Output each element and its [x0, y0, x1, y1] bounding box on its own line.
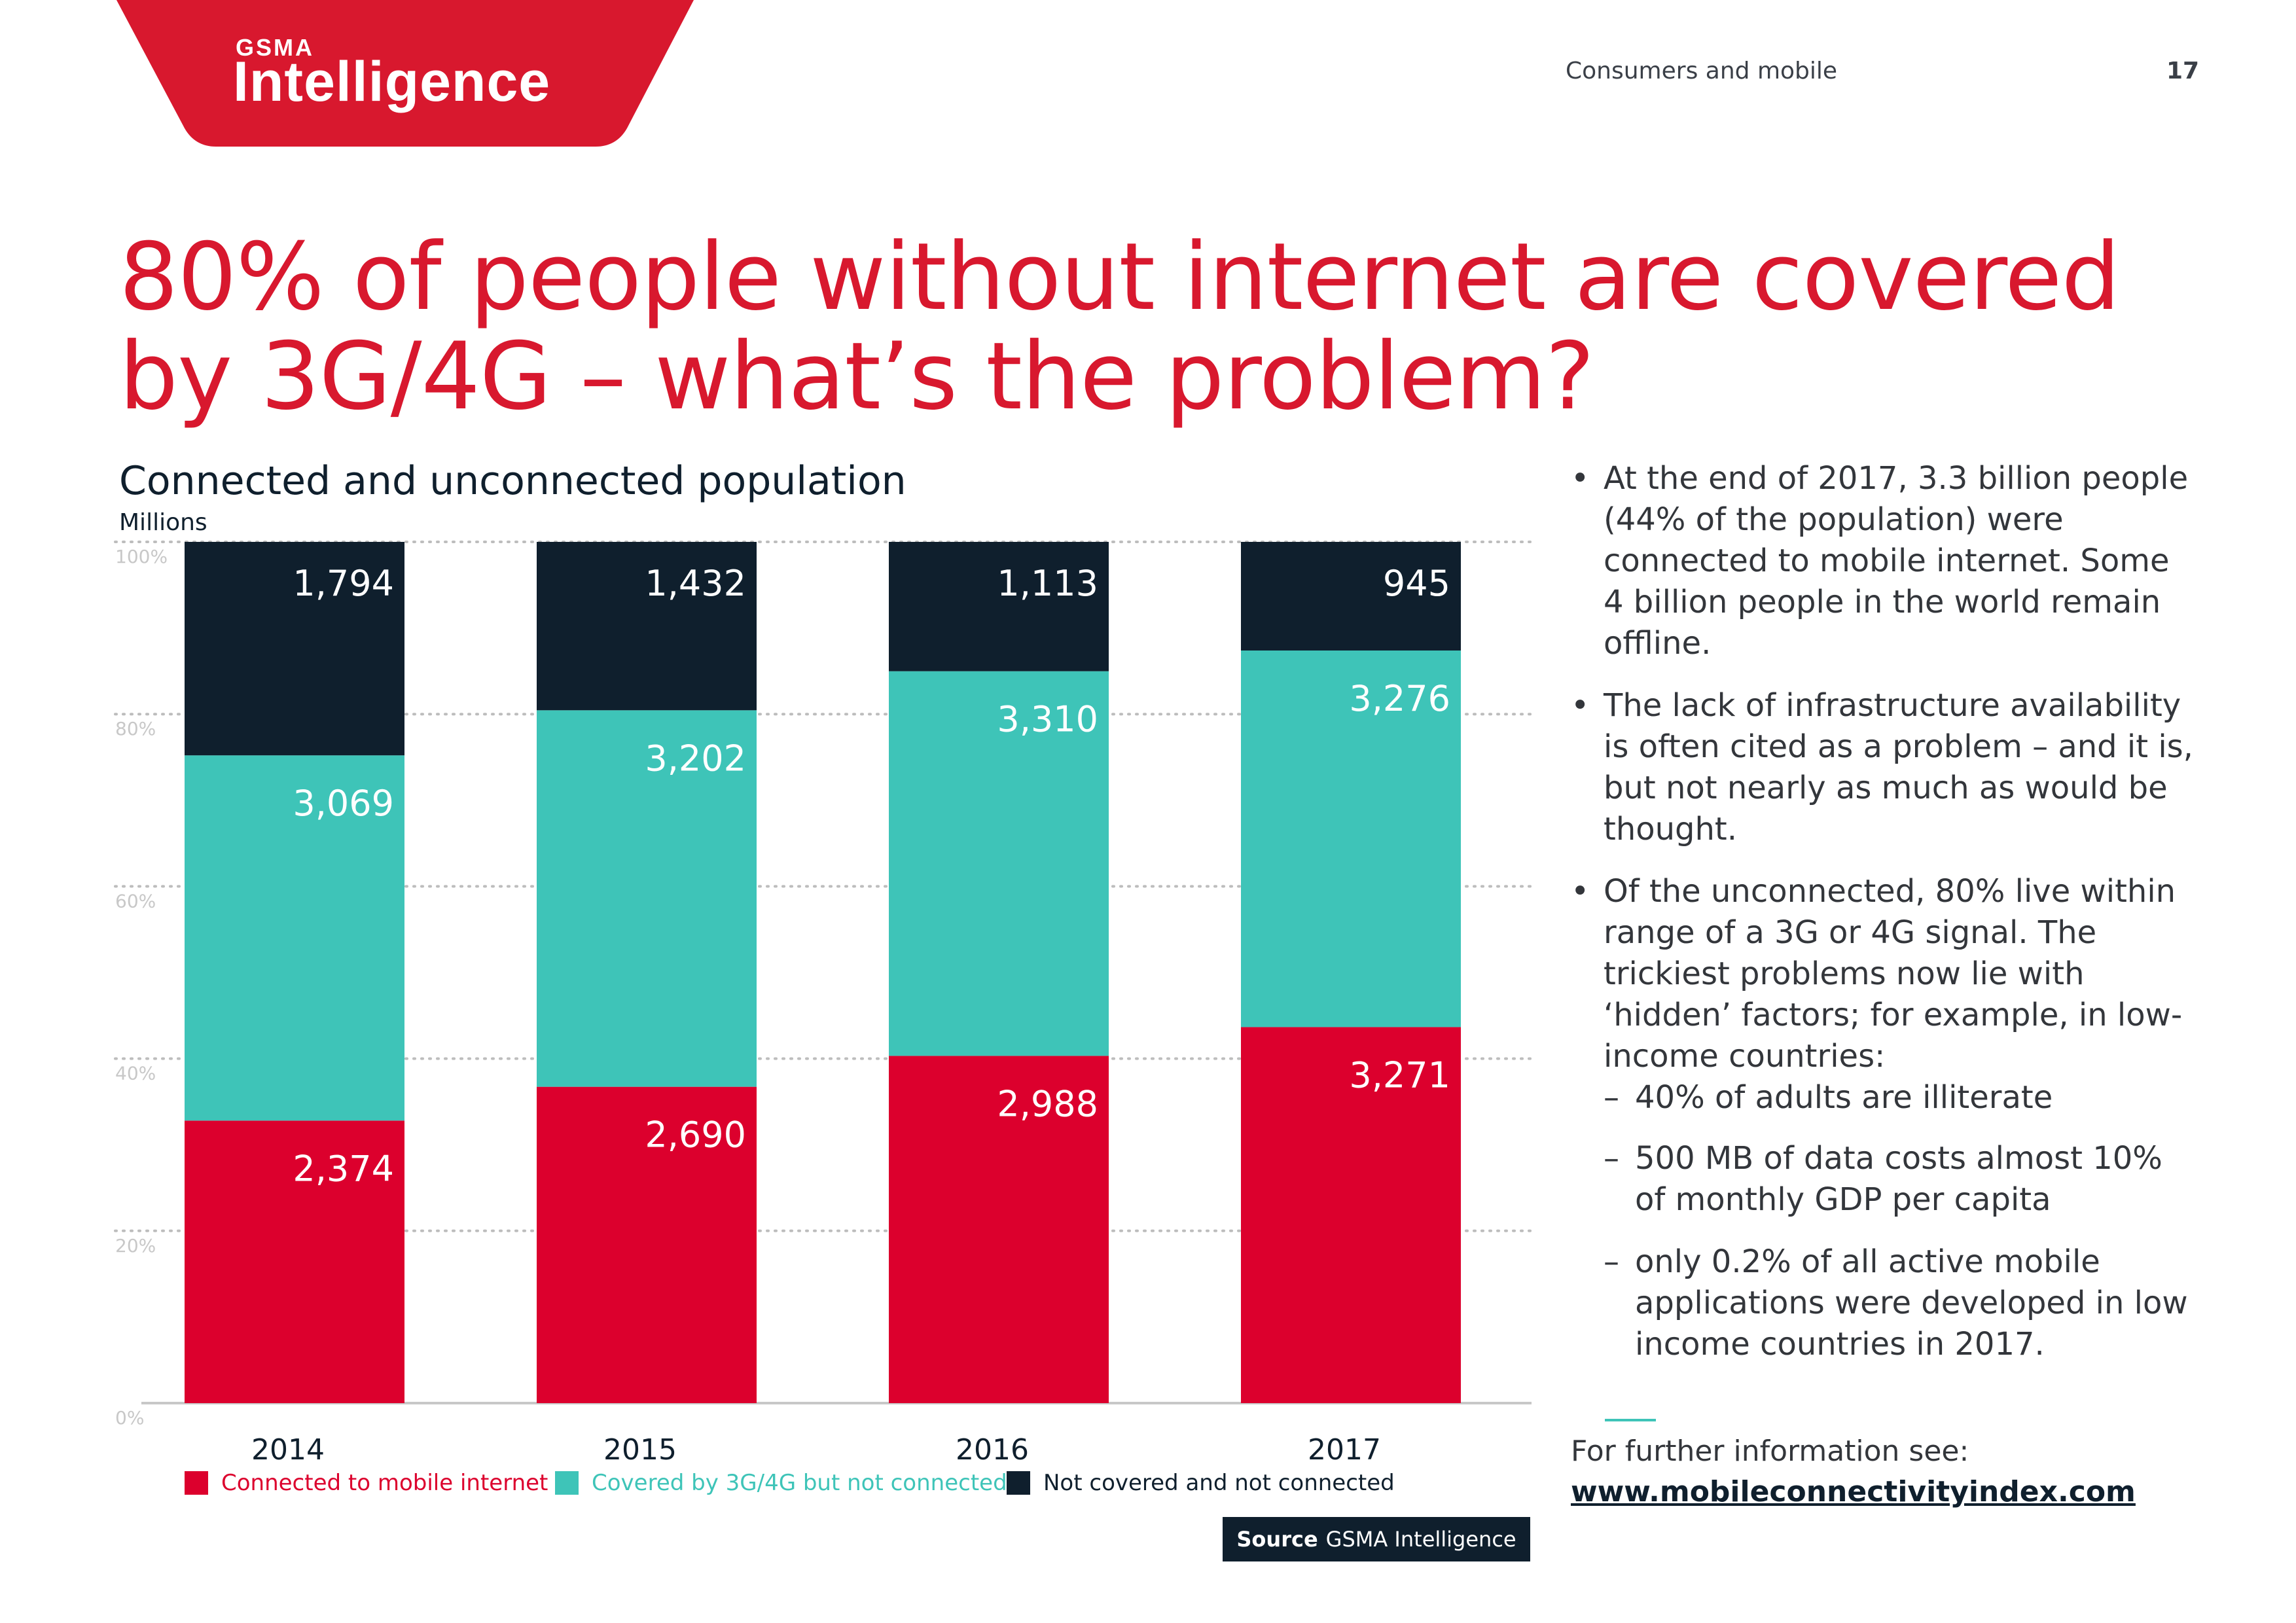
logo-background	[117, 0, 694, 147]
intelligence-logo-text: Intelligence	[233, 50, 551, 113]
bar-segment-connected	[185, 1120, 404, 1403]
y-tick-label: 60%	[115, 890, 156, 912]
bar-segment-not-covered	[537, 542, 757, 711]
data-label: 1,113	[997, 563, 1098, 604]
bar-segment-not-covered	[889, 542, 1109, 671]
bar-segment-covered	[1241, 650, 1461, 1027]
sub-bullet-text: 40% of adults are illiterate	[1635, 1079, 2053, 1116]
data-label: 2,988	[997, 1083, 1098, 1124]
x-tick-label: 2015	[603, 1433, 677, 1467]
legend-item-connected: Connected to mobile internet	[185, 1470, 548, 1496]
legend-swatch-connected	[185, 1471, 208, 1495]
legend-label-covered: Covered by 3G/4G but not connected	[592, 1470, 1007, 1496]
source-label: Source	[1236, 1527, 1318, 1552]
bar-segment-not-covered	[185, 542, 404, 756]
data-label: 3,271	[1349, 1054, 1450, 1096]
bullet-item: At the end of 2017, 3.3 billion people (…	[1571, 458, 2199, 664]
more-info-text: For further information see:	[1571, 1435, 1969, 1468]
bar-segment-not-covered	[1241, 542, 1461, 651]
bar-segment-connected	[537, 1086, 757, 1403]
legend-label-not-covered: Not covered and not connected	[1043, 1470, 1395, 1496]
data-label: 3,069	[293, 783, 394, 824]
bullet-item: The lack of infrastructure availability …	[1571, 685, 2199, 850]
data-label: 3,202	[645, 738, 746, 779]
bar-segment-covered	[889, 671, 1109, 1056]
y-tick-label: 100%	[115, 546, 168, 567]
bullet-list: At the end of 2017, 3.3 billion people (…	[1571, 458, 2199, 1386]
chart-title: Connected and unconnected population	[119, 458, 906, 504]
data-label: 3,310	[997, 699, 1098, 740]
divider	[1605, 1419, 1656, 1421]
legend-item-not-covered: Not covered and not connected	[1007, 1470, 1395, 1496]
more-info-link[interactable]: www.mobileconnectivityindex.com	[1571, 1475, 2136, 1508]
data-label: 945	[1383, 563, 1450, 604]
data-label: 1,432	[645, 563, 746, 604]
y-tick-label: 40%	[115, 1063, 156, 1084]
section-title: Consumers and mobile	[1566, 58, 1838, 84]
legend-swatch-covered	[555, 1471, 579, 1495]
data-label: 2,690	[645, 1115, 746, 1156]
x-tick-label: 2016	[956, 1433, 1029, 1467]
sub-bullet-item: – only 0.2% of all active mobile applicat…	[1604, 1243, 2188, 1363]
bar-segment-covered	[185, 755, 404, 1121]
sub-bullet-text: 500 MB of data costs almost 10% of month…	[1635, 1140, 2162, 1218]
y-tick-label: 20%	[115, 1235, 156, 1257]
gsma-logo-text: GSMA	[236, 34, 314, 61]
sub-bullet-text: only 0.2% of all active mobile applicati…	[1635, 1243, 2188, 1363]
sub-bullet-item: –500 MB of data costs almost 10% of mont…	[1604, 1140, 2162, 1218]
data-label: 2,374	[293, 1148, 394, 1189]
source-box: Source GSMA Intelligence	[1223, 1517, 1530, 1561]
sub-bullet-item: –40% of adults are illiterate	[1604, 1079, 2053, 1116]
source-text: GSMA Intelligence	[1325, 1527, 1516, 1552]
bar-segment-covered	[537, 710, 757, 1087]
data-label: 1,794	[293, 563, 394, 604]
bar-segment-connected	[1241, 1027, 1461, 1403]
legend-item-covered: Covered by 3G/4G but not connected	[555, 1470, 1007, 1496]
x-tick-label: 2014	[251, 1433, 325, 1467]
x-tick-label: 2017	[1308, 1433, 1381, 1467]
bullet-item: Of the unconnected, 80% live within rang…	[1571, 871, 2199, 1077]
bar-segment-connected	[889, 1056, 1109, 1403]
page-number: 17	[2166, 58, 2200, 84]
page-title: 80% of people without internet are cover…	[119, 223, 2121, 431]
y-tick-label: 80%	[115, 718, 156, 740]
chart-unit-label: Millions	[119, 509, 207, 536]
legend-label-connected: Connected to mobile internet	[221, 1470, 548, 1496]
y-tick-label: 0%	[115, 1407, 144, 1429]
legend-swatch-not-covered	[1007, 1471, 1030, 1495]
data-label: 3,276	[1349, 678, 1450, 719]
